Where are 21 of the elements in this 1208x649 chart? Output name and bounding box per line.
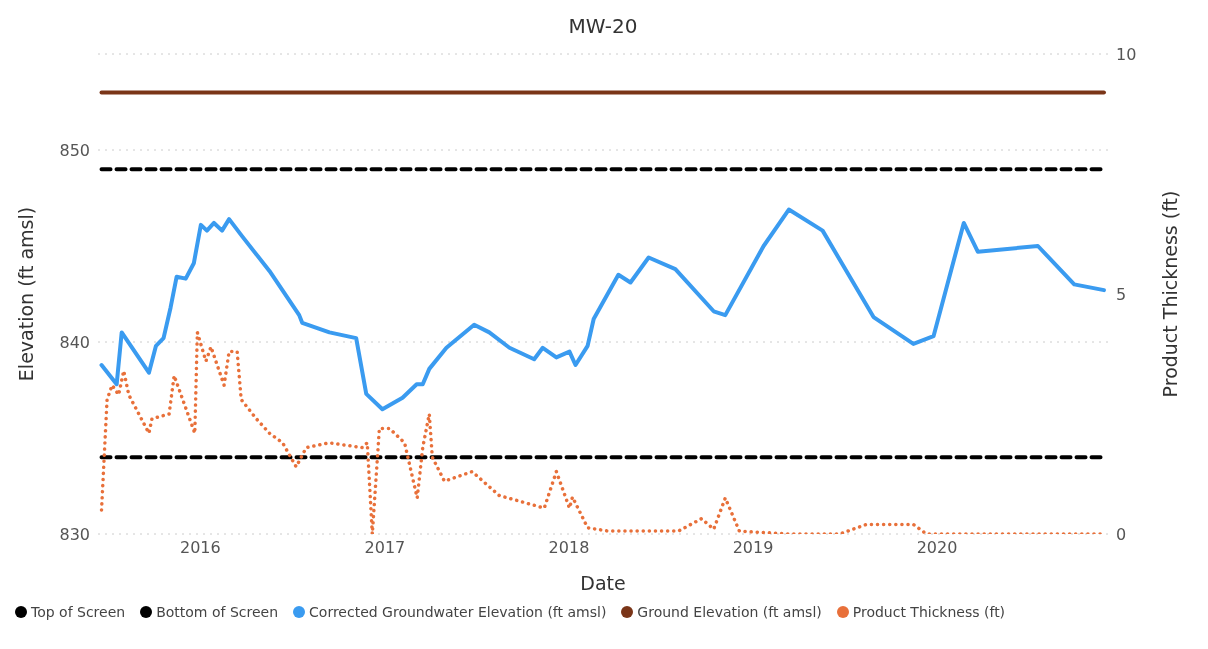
y2-tick-label: 10 <box>1116 44 1137 64</box>
legend-label: Bottom of Screen <box>156 604 279 620</box>
y2-tick-label: 5 <box>1116 284 1127 304</box>
legend-label: Corrected Groundwater Elevation (ft amsl) <box>309 604 607 620</box>
x-tick-label: 2019 <box>732 538 774 558</box>
line-series <box>99 207 1106 412</box>
x-axis-title: Date <box>580 572 626 594</box>
y-axis-title: Elevation (ft amsl) <box>14 206 37 382</box>
legend-label: Top of Screen <box>31 604 126 620</box>
y-tick-label: 850 <box>59 140 90 160</box>
y-tick-label: 830 <box>59 524 90 544</box>
chart-title: MW-20 <box>567 13 639 40</box>
legend-label: Ground Elevation (ft amsl) <box>637 604 822 620</box>
legend-label: Product Thickness (ft) <box>852 604 1006 620</box>
y-tick-label: 840 <box>59 332 90 352</box>
x-tick-label: 2017 <box>364 538 406 558</box>
y2-tick-label: 0 <box>1116 524 1127 544</box>
x-tick-label: 2018 <box>548 538 590 558</box>
x-tick-label: 2016 <box>180 538 221 558</box>
x-tick-label: 2020 <box>916 538 958 558</box>
y2-axis-title: Product Thickness (ft) <box>1158 190 1181 398</box>
